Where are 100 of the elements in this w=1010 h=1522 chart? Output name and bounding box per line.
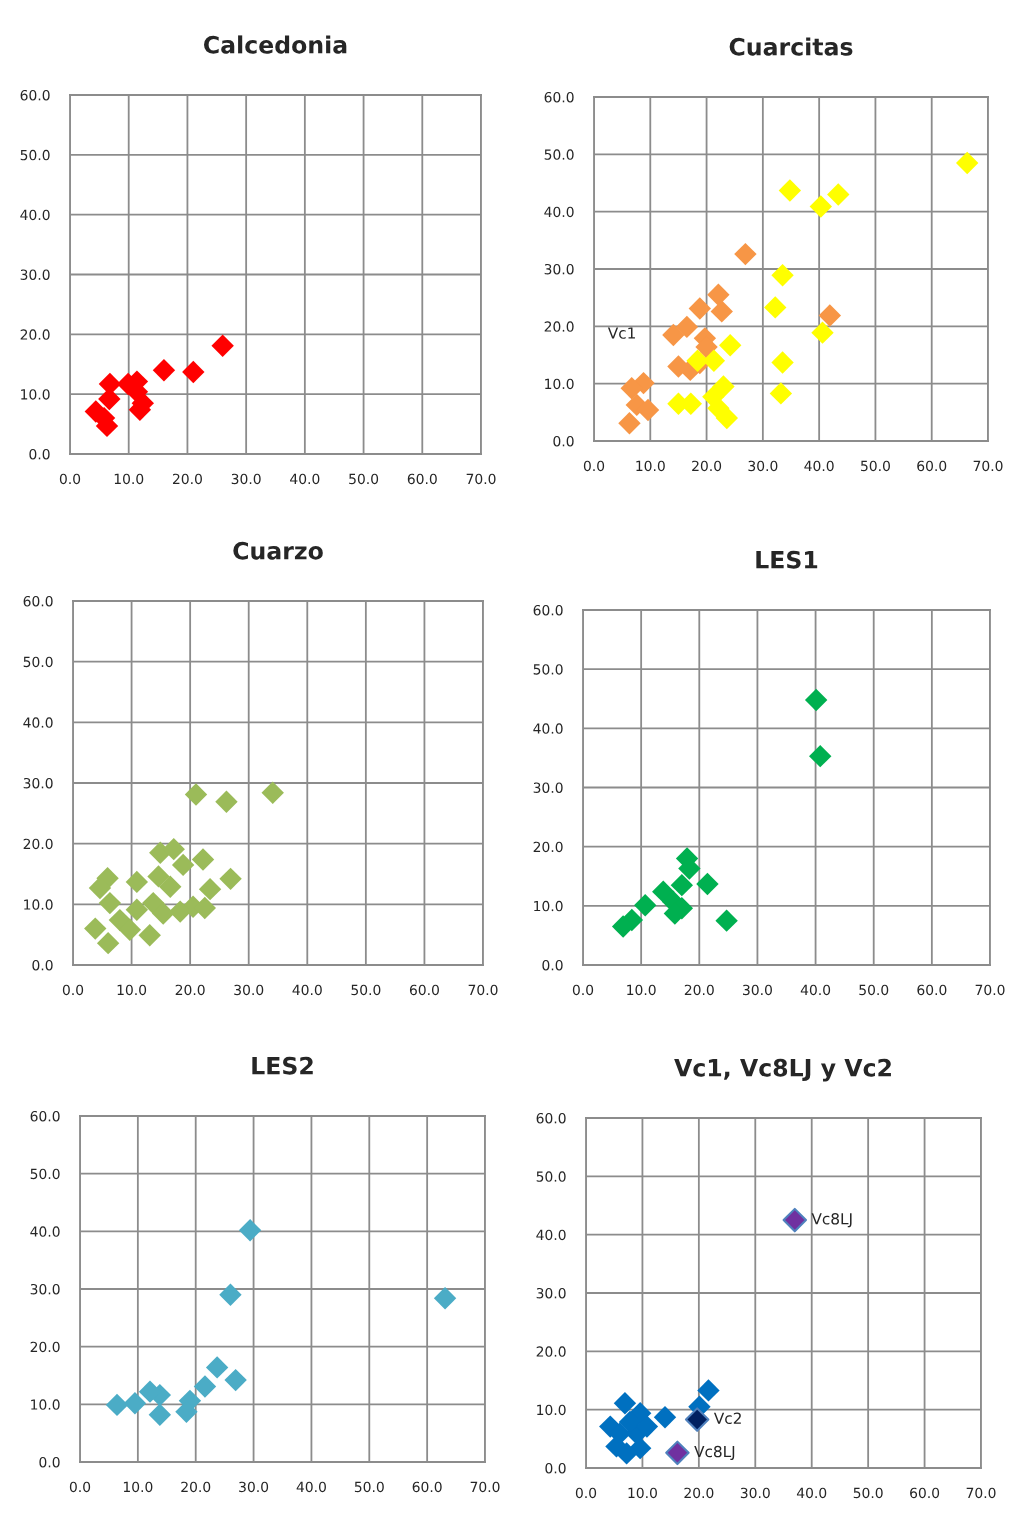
point — [688, 297, 712, 320]
x-tick-label: 10.0 — [636, 460, 665, 472]
point — [707, 283, 730, 306]
point — [191, 848, 215, 871]
y-tick-label: 60.0 — [20, 89, 50, 101]
point — [123, 1391, 147, 1415]
point — [88, 876, 112, 900]
x-tick-label: 10.0 — [117, 984, 147, 996]
x-tick-label: 60.0 — [917, 984, 947, 996]
x-tick-label: 70.0 — [966, 1487, 996, 1499]
x-tick-label: 40.0 — [292, 984, 322, 996]
point — [162, 837, 185, 861]
x-tick-label: 40.0 — [800, 984, 831, 996]
chart-title: Cuarzo — [233, 541, 323, 560]
x-tick-label: 0.0 — [69, 1481, 91, 1493]
y-tick-label: 10.0 — [534, 900, 563, 912]
point — [635, 1415, 659, 1438]
x-tick-label: 30.0 — [231, 473, 261, 485]
y-tick-label: 30.0 — [536, 1287, 566, 1299]
point — [665, 1440, 690, 1466]
y-tick-label: 10.0 — [21, 389, 50, 400]
point — [618, 412, 641, 435]
x-tick-label: 60.0 — [407, 473, 437, 485]
point — [955, 151, 979, 175]
annotation: Vc2 — [713, 1412, 741, 1425]
chart-title: Vc1, Vc8LJ y Vc2 — [674, 1058, 891, 1082]
y-tick-label: 20.0 — [544, 321, 574, 332]
x-tick-label: 10.0 — [123, 1481, 153, 1493]
point — [734, 242, 757, 266]
y-tick-label: 10.0 — [31, 1399, 60, 1410]
x-tick-label: 60.0 — [910, 1487, 940, 1499]
point — [118, 918, 142, 942]
point — [433, 1287, 457, 1310]
x-tick-label: 70.0 — [975, 984, 1005, 996]
point — [219, 1283, 242, 1306]
point — [712, 375, 735, 398]
point — [615, 1442, 638, 1465]
annotation: Vc8LJ — [811, 1212, 852, 1228]
x-tick-label: 30.0 — [748, 460, 778, 472]
point — [224, 1368, 247, 1392]
x-tick-label: 70.0 — [973, 460, 1003, 472]
x-tick-label: 30.0 — [743, 984, 772, 996]
point — [211, 334, 234, 357]
point — [193, 1375, 217, 1398]
x-tick-label: 20.0 — [175, 984, 205, 996]
x-tick-label: 30.0 — [234, 984, 264, 996]
y-tick-label: 30.0 — [30, 1283, 60, 1295]
y-tick-label: 40.0 — [533, 723, 563, 734]
point — [148, 1403, 172, 1426]
y-tick-label: 0.0 — [553, 435, 574, 447]
x-tick-label: 50.0 — [859, 984, 889, 996]
x-tick-label: 40.0 — [290, 473, 320, 485]
point — [764, 296, 787, 319]
x-tick-label: 0.0 — [62, 984, 84, 996]
point — [171, 853, 195, 877]
x-tick-label: 0.0 — [583, 460, 605, 472]
point — [215, 790, 238, 813]
point — [684, 1407, 710, 1432]
point — [147, 865, 170, 888]
point — [662, 323, 685, 347]
y-tick-label: 0.0 — [29, 448, 50, 460]
point — [702, 349, 726, 372]
y-tick-label: 50.0 — [23, 656, 53, 668]
point — [771, 351, 794, 374]
y-tick-label: 20.0 — [30, 1341, 60, 1353]
x-tick-label: 60.0 — [409, 984, 439, 996]
x-tick-label: 50.0 — [351, 984, 381, 996]
y-tick-label: 50.0 — [544, 149, 574, 160]
y-tick-label: 50.0 — [30, 1168, 60, 1180]
point — [653, 1406, 677, 1429]
point — [96, 931, 120, 955]
x-tick-label: 70.0 — [470, 1481, 500, 1493]
y-tick-label: 50.0 — [533, 664, 563, 675]
y-tick-label: 10.0 — [24, 899, 53, 910]
chart-title: LES1 — [756, 550, 818, 569]
y-tick-label: 0.0 — [32, 959, 53, 971]
x-tick-label: 40.0 — [804, 460, 834, 472]
point — [697, 1379, 720, 1402]
y-tick-label: 60.0 — [533, 604, 563, 616]
point — [782, 1207, 808, 1233]
point — [125, 870, 149, 894]
y-tick-label: 10.0 — [537, 1404, 566, 1416]
x-tick-label: 20.0 — [684, 984, 714, 996]
y-tick-label: 20.0 — [536, 1346, 566, 1357]
x-tick-label: 70.0 — [468, 984, 498, 996]
point — [98, 891, 122, 915]
x-tick-label: 70.0 — [466, 473, 496, 485]
point — [675, 315, 699, 339]
point — [84, 917, 107, 940]
y-tick-label: 40.0 — [30, 1226, 60, 1237]
x-tick-label: 50.0 — [354, 1481, 384, 1493]
x-tick-label: 50.0 — [861, 460, 890, 472]
y-tick-label: 20.0 — [23, 838, 53, 850]
point — [205, 1356, 229, 1379]
chart-title: LES2 — [252, 1056, 313, 1075]
x-tick-label: 10.0 — [114, 473, 144, 485]
x-tick-label: 0.0 — [572, 984, 594, 996]
y-tick-label: 50.0 — [20, 149, 50, 161]
y-tick-label: 50.0 — [536, 1171, 566, 1182]
point — [778, 179, 802, 202]
